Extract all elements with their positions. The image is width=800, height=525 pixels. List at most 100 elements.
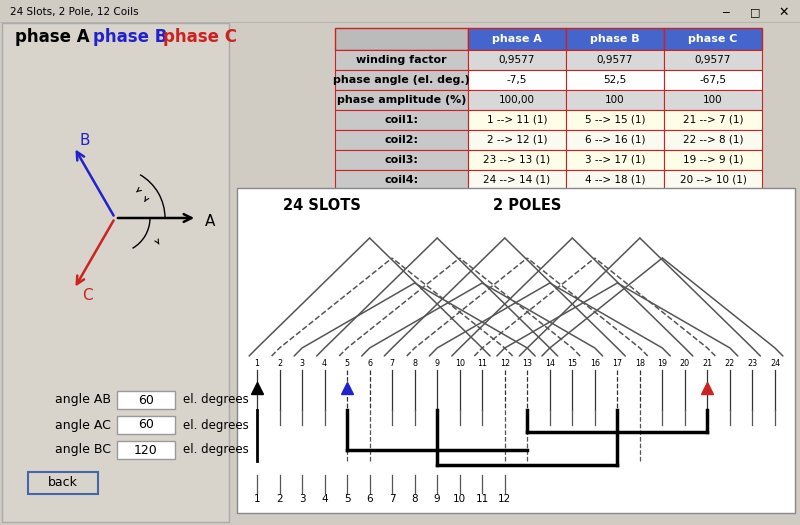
Text: 10: 10 bbox=[454, 359, 465, 368]
Text: 8: 8 bbox=[412, 359, 417, 368]
Text: 23 --> 13 (1): 23 --> 13 (1) bbox=[483, 155, 550, 165]
Text: □: □ bbox=[750, 7, 761, 17]
FancyBboxPatch shape bbox=[468, 50, 566, 70]
FancyBboxPatch shape bbox=[335, 50, 468, 70]
Text: 4: 4 bbox=[322, 359, 327, 368]
Text: 1: 1 bbox=[254, 359, 259, 368]
Text: 14: 14 bbox=[545, 359, 554, 368]
Text: 7: 7 bbox=[389, 494, 395, 504]
Text: -7,5: -7,5 bbox=[507, 75, 527, 85]
FancyBboxPatch shape bbox=[566, 50, 664, 70]
Text: coil1:: coil1: bbox=[385, 115, 418, 125]
Text: 24 Slots, 2 Pole, 12 Coils: 24 Slots, 2 Pole, 12 Coils bbox=[10, 7, 138, 17]
Text: 11: 11 bbox=[478, 359, 487, 368]
Text: 15: 15 bbox=[567, 359, 578, 368]
Text: C: C bbox=[82, 288, 93, 302]
FancyBboxPatch shape bbox=[664, 130, 762, 150]
Text: 8: 8 bbox=[411, 494, 418, 504]
FancyBboxPatch shape bbox=[335, 170, 468, 190]
FancyBboxPatch shape bbox=[468, 70, 566, 90]
Text: -67,5: -67,5 bbox=[699, 75, 726, 85]
FancyBboxPatch shape bbox=[664, 50, 762, 70]
FancyBboxPatch shape bbox=[566, 70, 664, 90]
Text: 60: 60 bbox=[138, 418, 154, 432]
FancyBboxPatch shape bbox=[468, 110, 566, 130]
Text: 9: 9 bbox=[434, 494, 441, 504]
FancyBboxPatch shape bbox=[28, 472, 98, 494]
Text: 2: 2 bbox=[277, 359, 282, 368]
Text: angle AB: angle AB bbox=[55, 394, 111, 406]
Text: 20 --> 10 (1): 20 --> 10 (1) bbox=[679, 175, 746, 185]
Text: 16: 16 bbox=[590, 359, 600, 368]
FancyBboxPatch shape bbox=[664, 110, 762, 130]
Text: 100,00: 100,00 bbox=[499, 95, 535, 105]
Text: 5: 5 bbox=[345, 359, 350, 368]
FancyBboxPatch shape bbox=[468, 90, 566, 110]
Text: 0,9577: 0,9577 bbox=[597, 55, 633, 65]
Text: 10: 10 bbox=[453, 494, 466, 504]
Text: 2 POLES: 2 POLES bbox=[493, 197, 561, 213]
Text: 0,9577: 0,9577 bbox=[499, 55, 535, 65]
FancyBboxPatch shape bbox=[468, 28, 566, 50]
FancyBboxPatch shape bbox=[468, 150, 566, 170]
Text: angle BC: angle BC bbox=[55, 444, 111, 457]
Text: 3 --> 17 (1): 3 --> 17 (1) bbox=[585, 155, 646, 165]
Text: B: B bbox=[79, 133, 90, 149]
Text: 1: 1 bbox=[254, 494, 260, 504]
Text: 4: 4 bbox=[322, 494, 328, 504]
FancyBboxPatch shape bbox=[566, 150, 664, 170]
FancyBboxPatch shape bbox=[664, 90, 762, 110]
Text: 17: 17 bbox=[612, 359, 622, 368]
FancyBboxPatch shape bbox=[566, 28, 664, 50]
FancyBboxPatch shape bbox=[664, 28, 762, 50]
Text: ✕: ✕ bbox=[778, 5, 789, 18]
FancyBboxPatch shape bbox=[335, 150, 468, 170]
FancyBboxPatch shape bbox=[117, 416, 175, 434]
Text: 22: 22 bbox=[725, 359, 735, 368]
Text: 6: 6 bbox=[367, 359, 372, 368]
Text: el. degrees: el. degrees bbox=[183, 444, 249, 457]
Text: 19: 19 bbox=[658, 359, 667, 368]
FancyBboxPatch shape bbox=[566, 130, 664, 150]
Text: coil2:: coil2: bbox=[385, 135, 418, 145]
Text: back: back bbox=[48, 477, 78, 489]
FancyBboxPatch shape bbox=[664, 170, 762, 190]
Bar bbox=[2, 23, 229, 522]
Text: 24: 24 bbox=[770, 359, 780, 368]
Text: phase B: phase B bbox=[590, 34, 640, 44]
Text: 60: 60 bbox=[138, 394, 154, 406]
Text: angle AC: angle AC bbox=[55, 418, 111, 432]
FancyBboxPatch shape bbox=[237, 188, 795, 513]
Text: 9: 9 bbox=[434, 359, 440, 368]
FancyBboxPatch shape bbox=[566, 170, 664, 190]
Text: 52,5: 52,5 bbox=[603, 75, 626, 85]
Text: 120: 120 bbox=[134, 444, 158, 457]
Text: 6 --> 16 (1): 6 --> 16 (1) bbox=[585, 135, 646, 145]
Text: 21: 21 bbox=[702, 359, 713, 368]
Text: el. degrees: el. degrees bbox=[183, 394, 249, 406]
Text: el. degrees: el. degrees bbox=[183, 418, 249, 432]
Text: 18: 18 bbox=[635, 359, 645, 368]
Text: 5 --> 15 (1): 5 --> 15 (1) bbox=[585, 115, 646, 125]
Text: 23: 23 bbox=[747, 359, 758, 368]
Text: 4 --> 18 (1): 4 --> 18 (1) bbox=[585, 175, 646, 185]
Text: phase C: phase C bbox=[688, 34, 738, 44]
Text: 12: 12 bbox=[500, 359, 510, 368]
Text: 11: 11 bbox=[475, 494, 489, 504]
Text: 22 --> 8 (1): 22 --> 8 (1) bbox=[682, 135, 743, 145]
FancyBboxPatch shape bbox=[468, 170, 566, 190]
Text: 19 --> 9 (1): 19 --> 9 (1) bbox=[682, 155, 743, 165]
FancyBboxPatch shape bbox=[566, 90, 664, 110]
Text: 3: 3 bbox=[299, 359, 305, 368]
FancyBboxPatch shape bbox=[566, 110, 664, 130]
FancyBboxPatch shape bbox=[664, 70, 762, 90]
Text: phase B: phase B bbox=[93, 28, 167, 46]
Text: 24 --> 14 (1): 24 --> 14 (1) bbox=[483, 175, 550, 185]
Text: 2 --> 12 (1): 2 --> 12 (1) bbox=[486, 135, 547, 145]
Text: 13: 13 bbox=[522, 359, 532, 368]
Text: 21 --> 7 (1): 21 --> 7 (1) bbox=[682, 115, 743, 125]
Text: 7: 7 bbox=[390, 359, 394, 368]
Text: coil3:: coil3: bbox=[385, 155, 418, 165]
FancyBboxPatch shape bbox=[335, 130, 468, 150]
Text: 5: 5 bbox=[344, 494, 350, 504]
